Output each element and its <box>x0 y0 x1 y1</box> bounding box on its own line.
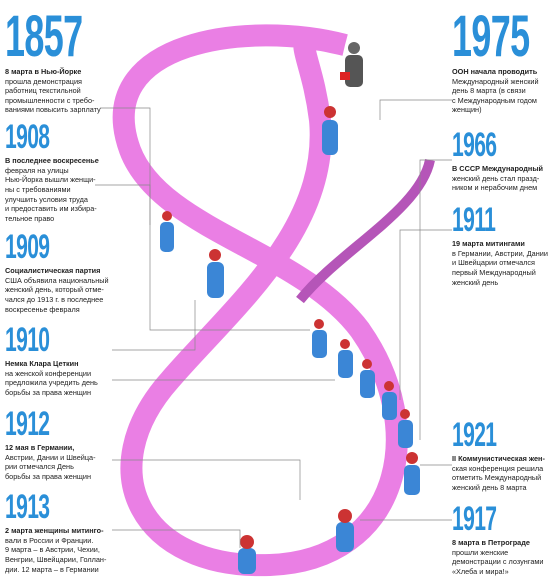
text-line: Нью-Йорка вышли женщи- <box>5 175 99 185</box>
text-line: с Международным годом <box>452 96 549 106</box>
event-year: 1912 <box>5 407 61 439</box>
text-line: 12 мая в Германии, <box>5 443 96 453</box>
text-line: 8 марта в Петрограде <box>452 538 543 548</box>
event-block: 1912 12 мая в Германии,Австрии, Дании и Ш… <box>5 407 96 482</box>
event-year: 1966 <box>452 128 508 160</box>
text-line: рии отмечался День <box>5 462 96 472</box>
text-line: 2 марта женщины митинго- <box>5 526 106 536</box>
text-line: В СССР Международный <box>452 164 543 174</box>
text-line: прошли женские <box>452 548 543 558</box>
event-text: 2 марта женщины митинго-вали в России и … <box>5 526 106 574</box>
text-line: работниц текстильной <box>5 86 130 96</box>
text-line: предложила учредить день <box>5 378 98 388</box>
text-line: «Хлеба и мира!» <box>452 567 543 577</box>
text-line: женский день <box>452 278 548 288</box>
event-text: II Коммунистическая жен-ская конференция… <box>452 454 545 492</box>
text-line: борьбы за права женщин <box>5 472 96 482</box>
text-line: Венгрии, Швейцарии, Голлан- <box>5 555 106 565</box>
text-line: промышленности с требо- <box>5 96 130 106</box>
text-line: ны с требованиями <box>5 185 99 195</box>
text-line: день 8 марта (в связи <box>452 86 549 96</box>
event-year: 1908 <box>5 120 63 152</box>
event-block: 1921 II Коммунистическая жен-ская конфере… <box>452 418 545 493</box>
text-line: первый Международный <box>452 268 548 278</box>
text-line: ваниями повысить зарплату <box>5 105 130 115</box>
text-line: прошла демонстрация <box>5 77 130 87</box>
text-line: вали в России и Франции. <box>5 536 106 546</box>
text-line: 19 марта митингами <box>452 239 548 249</box>
text-line: тельное право <box>5 214 99 224</box>
text-line: женщин) <box>452 105 549 115</box>
event-year: 1917 <box>452 502 509 534</box>
text-line: февраля на улицы <box>5 166 99 176</box>
text-line: Социалистическая партия <box>5 266 109 276</box>
event-block: 1913 2 марта женщины митинго-вали в Росси… <box>5 490 106 574</box>
figure-eight-ribbon <box>124 35 397 565</box>
text-line: отметить Международный <box>452 473 545 483</box>
text-line: Немка Клара Цеткин <box>5 359 98 369</box>
text-line: и предоставить им избира- <box>5 204 99 214</box>
text-line: дии. 12 марта – в Германии <box>5 565 106 575</box>
event-year: 1911 <box>452 203 511 235</box>
event-year: 1975 <box>452 8 530 63</box>
text-line: чался до 1913 г. в последнее <box>5 295 109 305</box>
text-line: борьбы за права женщин <box>5 388 98 398</box>
text-line: Австрии, Дании и Швейца- <box>5 453 96 463</box>
infographic: 18578 марта в Нью-Йоркепрошла демонстрац… <box>0 0 549 577</box>
text-line: В последнее воскресенье <box>5 156 99 166</box>
event-text: 12 мая в Германии,Австрии, Дании и Швейц… <box>5 443 96 481</box>
text-line: улучшить условия труда <box>5 195 99 205</box>
text-line: женский день 8 марта <box>452 483 545 493</box>
text-line: демонстрации с лозунгами <box>452 557 543 567</box>
text-line: ником и нерабочим днем <box>452 183 543 193</box>
text-line: 9 марта – в Австрии, Чехии, <box>5 545 106 555</box>
text-line: воскресенье февраля <box>5 305 109 315</box>
text-line: женский день, который отме- <box>5 285 109 295</box>
text-line: США объявила национальный <box>5 276 109 286</box>
text-line: в Германии, Австрии, Дании <box>452 249 548 259</box>
event-year: 1910 <box>5 323 63 355</box>
text-line: ская конференция решила <box>452 464 545 474</box>
event-year: 1857 <box>5 8 83 63</box>
event-year: 1913 <box>5 490 68 522</box>
text-line: II Коммунистическая жен- <box>452 454 545 464</box>
text-line: Международный женский <box>452 77 549 87</box>
text-line: и Швейцарии отмечался <box>452 258 548 268</box>
text-line: на женской конференции <box>5 369 98 379</box>
event-year: 1921 <box>452 418 510 450</box>
text-line: женский день стал празд- <box>452 174 543 184</box>
event-year: 1909 <box>5 230 69 262</box>
